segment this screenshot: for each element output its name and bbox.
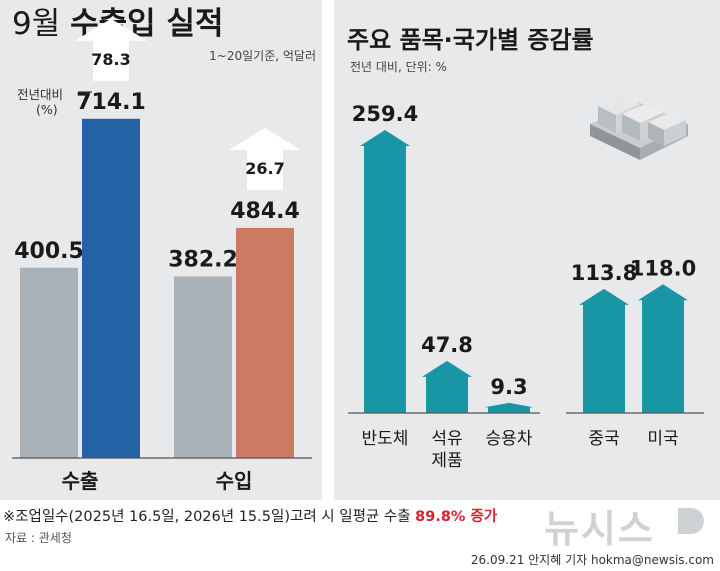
bar-current-label-1: 484.4 <box>230 199 300 224</box>
logo-text: 뉴시스 <box>544 507 655 551</box>
yoy-label-line2: (%) <box>36 102 58 117</box>
category-label-1-0: 석유 <box>431 429 462 449</box>
logo-mark-icon <box>678 508 704 534</box>
footnote-highlight: 89.8% 증가 <box>415 509 498 525</box>
bar-previous-label-0: 400.5 <box>14 239 84 264</box>
credit-text: 26.09.21 안지혜 기자 hokma@newsis.com <box>470 553 714 567</box>
left-chart-title-prefix: 9월 <box>12 6 61 42</box>
left-bar-chart: 400.5 714.1 78.3 수출 382.2 484.4 26.7 수입 <box>12 18 312 493</box>
category-label-0-0: 반도체 <box>362 429 409 449</box>
category-label-2-0: 승용차 <box>486 429 533 449</box>
yoy-value-0: 78.3 <box>91 50 130 69</box>
bar-0 <box>360 130 410 413</box>
yoy-label-line1: 전년대비 <box>17 87 64 102</box>
cargo-boxes-icon <box>590 96 688 160</box>
category-label-4-0: 미국 <box>647 429 678 449</box>
right-chart-title: 주요 품목·국가별 증감률 <box>347 26 594 54</box>
bar-value-label-2: 9.3 <box>490 375 527 399</box>
category-label-1: 수입 <box>216 469 253 493</box>
yoy-value-1: 26.7 <box>245 159 284 178</box>
bar-previous-1 <box>174 276 232 458</box>
bar-previous-0 <box>20 267 78 458</box>
footnote: ※조업일수(2025년 16.5일, 2026년 15.5일)고려 시 일평균 … <box>3 505 497 526</box>
bar-previous-label-1: 382.2 <box>168 247 238 272</box>
bar-value-label-3: 113.8 <box>571 261 637 285</box>
category-label-3-0: 중국 <box>588 429 619 449</box>
bar-current-1 <box>236 227 294 458</box>
bar-current-0 <box>82 118 140 459</box>
bar-value-label-0: 259.4 <box>352 102 418 126</box>
source-text: 자료 : 관세청 <box>5 531 72 545</box>
bar-3 <box>579 288 629 413</box>
category-label-1-1: 제품 <box>431 451 462 471</box>
bar-4 <box>638 284 688 413</box>
yoy-arrow-0 <box>75 18 147 81</box>
bar-current-label-0: 714.1 <box>76 90 146 115</box>
right-chart-subtitle: 전년 대비, 단위: % <box>350 60 447 74</box>
footnote-main: ※조업일수(2025년 16.5일, 2026년 15.5일)고려 시 일평균 … <box>3 509 411 525</box>
yoy-arrow-1 <box>229 127 301 190</box>
bar-value-label-1: 47.8 <box>421 333 473 357</box>
bar-1 <box>422 360 472 413</box>
bar-value-label-4: 118.0 <box>630 256 696 280</box>
left-chart-unit: 1~20일기준, 억달러 <box>209 49 316 63</box>
left-chart-title: 9월 수출입 실적 <box>12 4 224 44</box>
category-label-0: 수출 <box>62 469 99 493</box>
bar-2 <box>484 402 534 413</box>
